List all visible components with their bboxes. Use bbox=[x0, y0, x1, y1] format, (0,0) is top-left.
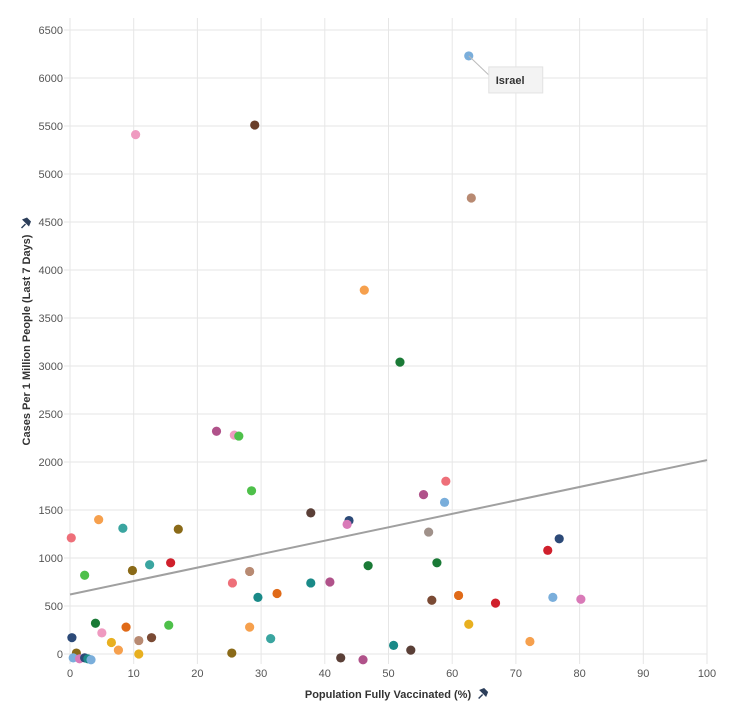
annotation-box bbox=[488, 66, 544, 94]
x-tick-label: 20 bbox=[191, 668, 203, 680]
data-point[interactable] bbox=[548, 592, 558, 602]
data-point[interactable] bbox=[418, 490, 429, 500]
data-point[interactable] bbox=[543, 545, 553, 555]
data-point[interactable] bbox=[250, 120, 260, 130]
y-axis-ticks: 0 500 1000 1500 2000 2500 3000 3500 4000 4500 5000… bbox=[39, 25, 63, 661]
data-point[interactable] bbox=[134, 635, 144, 646]
data-point[interactable] bbox=[424, 527, 434, 537]
data-points bbox=[66, 51, 586, 665]
annotation-leader-line bbox=[468, 55, 492, 78]
data-point[interactable] bbox=[173, 524, 183, 534]
y-tick-label: 4000 bbox=[39, 265, 63, 277]
x-tick-label: 80 bbox=[573, 668, 585, 680]
data-point[interactable] bbox=[227, 578, 238, 588]
y-tick-label: 5500 bbox=[39, 121, 63, 133]
x-tick-label: 10 bbox=[128, 668, 140, 680]
data-point[interactable] bbox=[306, 508, 316, 518]
data-point[interactable] bbox=[121, 622, 131, 632]
data-point[interactable] bbox=[272, 588, 282, 599]
y-tick-label: 5000 bbox=[39, 169, 63, 181]
data-point[interactable] bbox=[145, 560, 155, 570]
data-point[interactable] bbox=[134, 649, 144, 659]
x-tick-label: 70 bbox=[510, 668, 522, 680]
y-tick-label: 6500 bbox=[39, 25, 63, 37]
pin-icon[interactable] bbox=[478, 688, 489, 699]
trend-line bbox=[69, 459, 708, 596]
data-point[interactable] bbox=[146, 633, 157, 643]
data-point[interactable] bbox=[80, 570, 90, 580]
data-point[interactable] bbox=[245, 622, 255, 632]
data-point[interactable] bbox=[227, 648, 237, 658]
data-point[interactable] bbox=[211, 426, 222, 436]
data-point[interactable] bbox=[395, 357, 405, 367]
y-axis-title: Cases Per 1 Million People (Last 7 Days) bbox=[21, 234, 33, 445]
data-point[interactable] bbox=[342, 519, 352, 530]
data-point[interactable] bbox=[131, 130, 141, 140]
y-tick-label: 2000 bbox=[39, 457, 63, 469]
data-point[interactable] bbox=[127, 565, 138, 576]
x-tick-label: 100 bbox=[698, 668, 716, 680]
y-tick-label: 3000 bbox=[39, 361, 63, 373]
y-tick-label: 6000 bbox=[39, 73, 63, 85]
x-axis-title-group: Population Fully Vaccinated (%) bbox=[305, 688, 489, 701]
data-point[interactable] bbox=[86, 655, 96, 665]
data-point[interactable] bbox=[234, 431, 244, 441]
data-point[interactable] bbox=[441, 476, 451, 486]
data-point[interactable] bbox=[113, 645, 124, 655]
y-tick-label: 1000 bbox=[39, 553, 63, 565]
data-point[interactable] bbox=[554, 534, 564, 544]
data-point[interactable] bbox=[306, 578, 316, 588]
annotation-israel: Israel bbox=[468, 55, 544, 94]
y-tick-label: 4500 bbox=[39, 217, 63, 229]
x-tick-label: 50 bbox=[382, 668, 394, 680]
pin-icon[interactable] bbox=[21, 217, 31, 229]
data-point[interactable] bbox=[106, 637, 117, 648]
data-point[interactable] bbox=[245, 566, 255, 577]
y-tick-label: 500 bbox=[45, 601, 63, 613]
data-point[interactable] bbox=[525, 636, 535, 647]
annotation-label: Israel bbox=[496, 75, 525, 87]
y-tick-label: 0 bbox=[57, 649, 63, 661]
x-tick-label: 60 bbox=[446, 668, 458, 680]
data-point[interactable] bbox=[90, 618, 101, 628]
data-point[interactable] bbox=[164, 620, 174, 630]
data-point[interactable] bbox=[253, 592, 263, 602]
data-point[interactable] bbox=[97, 628, 107, 638]
data-point[interactable] bbox=[490, 598, 501, 608]
data-point[interactable] bbox=[388, 640, 399, 650]
data-point[interactable] bbox=[67, 633, 77, 643]
y-tick-label: 3500 bbox=[39, 313, 63, 325]
data-point[interactable] bbox=[466, 193, 476, 203]
data-point[interactable] bbox=[432, 558, 442, 568]
data-point[interactable] bbox=[363, 561, 373, 571]
x-axis-title: Population Fully Vaccinated (%) bbox=[305, 689, 472, 701]
data-point[interactable] bbox=[336, 653, 346, 663]
x-tick-label: 30 bbox=[255, 668, 267, 680]
x-axis-ticks: 0 10 20 30 40 50 60 70 80 90 100 bbox=[67, 668, 716, 680]
data-point[interactable] bbox=[325, 577, 335, 587]
data-point[interactable] bbox=[94, 515, 104, 525]
x-tick-label: 40 bbox=[319, 668, 331, 680]
data-point[interactable] bbox=[576, 594, 586, 604]
y-axis-title-group: Cases Per 1 Million People (Last 7 Days) bbox=[21, 217, 33, 445]
x-tick-label: 90 bbox=[637, 668, 649, 680]
data-point[interactable] bbox=[439, 497, 450, 507]
data-point[interactable] bbox=[66, 533, 76, 543]
data-point[interactable] bbox=[406, 645, 416, 655]
grid-lines bbox=[64, 18, 708, 664]
data-point[interactable] bbox=[166, 558, 176, 568]
data-point[interactable] bbox=[464, 619, 474, 629]
data-point[interactable] bbox=[359, 285, 369, 295]
data-point[interactable] bbox=[266, 634, 276, 644]
y-tick-label: 2500 bbox=[39, 409, 63, 421]
data-point[interactable] bbox=[358, 655, 368, 665]
x-tick-label: 0 bbox=[67, 668, 73, 680]
data-point[interactable] bbox=[118, 523, 128, 533]
data-point[interactable] bbox=[427, 595, 437, 605]
data-point[interactable] bbox=[246, 486, 257, 496]
y-tick-label: 1500 bbox=[39, 505, 63, 517]
data-point[interactable] bbox=[453, 590, 464, 601]
